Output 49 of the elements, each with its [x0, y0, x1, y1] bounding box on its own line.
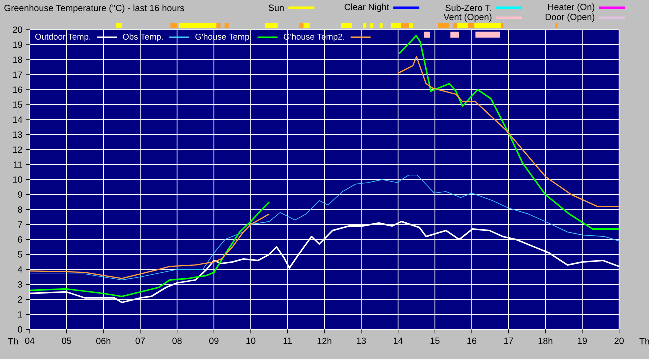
x-tick-label: 11	[284, 338, 292, 344]
legend-label: Clear Night	[344, 4, 390, 12]
x-tick-label: 05	[62, 338, 72, 344]
y-tick-label: 7	[18, 222, 22, 228]
y-tick-label: 18	[13, 56, 22, 64]
x-tick-label: 10	[246, 338, 256, 344]
x-tick-label: 09	[209, 338, 219, 344]
y-tick-label: 5	[18, 252, 22, 258]
x-tick-label: 14	[394, 338, 404, 344]
x-tick-label: 07	[136, 338, 146, 344]
x-tick-label: 15	[430, 338, 440, 344]
line-series	[30, 175, 620, 281]
legend-label: Vent (Open)	[444, 14, 492, 22]
x-tick-label: 16	[468, 338, 477, 344]
y-tick-label: 11	[14, 162, 22, 168]
text: Th	[8, 338, 18, 345]
y-tick-label: 20	[13, 26, 22, 34]
text: Th	[640, 338, 650, 345]
y-tick-label: 6	[18, 236, 22, 244]
x-tick-label: 18h	[538, 338, 553, 345]
y-tick-label: 16	[13, 86, 22, 94]
y-tick-label: 8	[18, 206, 22, 214]
x-tick-label: 04	[25, 338, 35, 344]
y-tick-label: 0	[18, 326, 22, 334]
y-tick-label: 15	[13, 102, 22, 108]
x-tick-label: 19	[578, 338, 588, 344]
legend-label: Heater (On)	[548, 4, 595, 12]
y-tick-label: 2	[18, 296, 22, 303]
y-tick-label: 17	[13, 72, 22, 78]
x-tick-label: 12h	[318, 338, 332, 345]
x-tick-label: 17	[504, 338, 514, 344]
x-tick-label: 08	[172, 338, 182, 344]
legend-label: Door (Open)	[546, 14, 595, 22]
y-tick-label: 4	[18, 266, 23, 273]
x-tick-label: 06h	[96, 338, 111, 345]
y-tick-label: 13	[13, 132, 22, 138]
y-tick-label: 1	[18, 312, 22, 318]
x-tick-label: 13	[357, 338, 366, 344]
y-tick-label: 3	[18, 282, 22, 288]
y-tick-label: 19	[13, 42, 22, 48]
legend-label: Sun	[268, 4, 284, 12]
legend-label: Outdoor Temp.	[36, 34, 91, 42]
y-tick-label: 14	[13, 116, 23, 124]
y-tick-label: 12	[13, 146, 22, 154]
x-tick-label: 20	[614, 338, 624, 344]
y-tick-label: 10	[13, 176, 22, 184]
legend-label: Sub-Zero T.	[446, 4, 492, 12]
y-tick-label: 9	[18, 192, 22, 198]
chart-title: Greenhouse Temperature (°C) - last 16 hours	[4, 4, 184, 14]
